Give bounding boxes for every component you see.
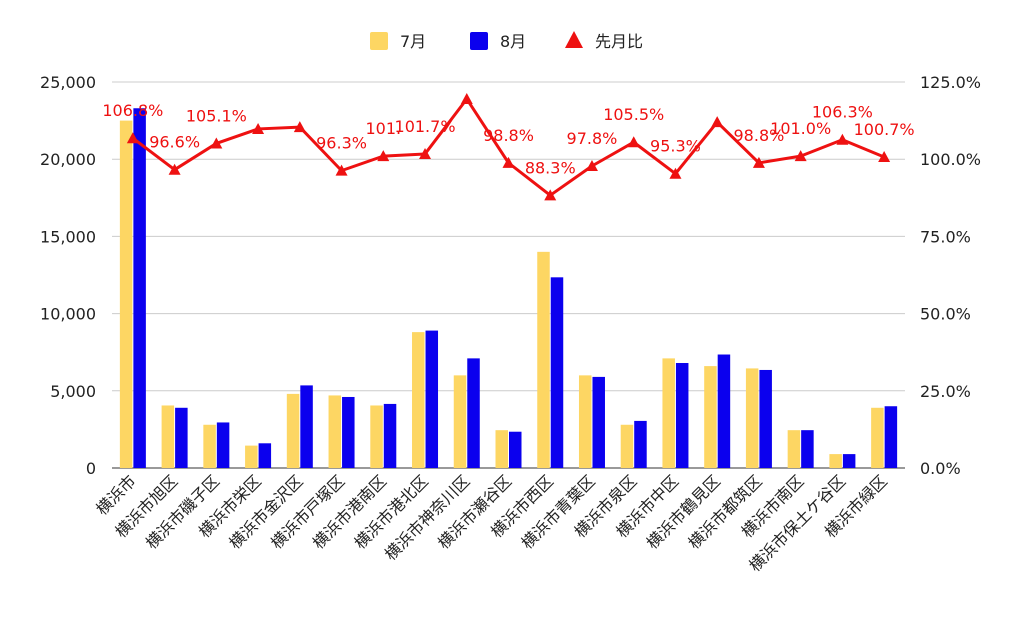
ratio-data-label: 106.3% bbox=[812, 103, 873, 122]
bar-august bbox=[175, 407, 188, 468]
bar-july bbox=[453, 375, 467, 468]
legend: 7月 8月 先月比 bbox=[370, 31, 643, 51]
ratio-data-label: 100.7% bbox=[854, 120, 915, 139]
bar-july bbox=[787, 430, 801, 468]
data-labels: 106.8% 96.6% 105.1% 96.3%101.101.7% 98.8% 88.… bbox=[102, 101, 914, 177]
ratio-point bbox=[252, 122, 265, 134]
bar-august bbox=[300, 385, 313, 468]
bar-july bbox=[537, 251, 550, 468]
bar-august bbox=[216, 422, 230, 468]
bar-august bbox=[634, 420, 647, 468]
y-right-tick-label: 0.0% bbox=[920, 459, 961, 478]
bar-august bbox=[425, 330, 439, 468]
ratio-data-label: 105.1% bbox=[186, 106, 247, 125]
y-left-tick-label: 0 bbox=[86, 459, 96, 478]
bar-august bbox=[884, 406, 898, 468]
ratio-data-label: 101.7% bbox=[395, 117, 456, 136]
y-left-tick-label: 5,000 bbox=[50, 382, 96, 401]
legend-july-swatch bbox=[370, 32, 388, 50]
bar-july bbox=[245, 445, 258, 468]
y-right-tick-label: 100.0% bbox=[920, 150, 981, 169]
bar-july bbox=[495, 430, 508, 468]
legend-july: 7月 bbox=[370, 32, 426, 51]
ratio-point bbox=[126, 132, 139, 144]
ratio-point bbox=[878, 151, 891, 163]
legend-august-label: 8月 bbox=[500, 32, 526, 51]
legend-ratio: 先月比 bbox=[565, 31, 643, 51]
bar-july bbox=[370, 405, 383, 468]
bar-july bbox=[578, 375, 592, 468]
bar-july bbox=[161, 405, 175, 468]
legend-august-swatch bbox=[470, 32, 488, 50]
bar-august bbox=[550, 277, 564, 468]
bar-august bbox=[342, 396, 355, 468]
bar-august bbox=[509, 431, 522, 468]
ratio-point bbox=[502, 156, 515, 168]
ratio-point bbox=[711, 116, 724, 128]
ratio-data-label: 88.3% bbox=[525, 158, 576, 177]
y-left-tick-label: 10,000 bbox=[40, 305, 96, 324]
ratio-data-label: 98.8% bbox=[483, 126, 534, 145]
bar-july bbox=[662, 358, 675, 468]
ratio-point bbox=[293, 121, 306, 133]
bar-august bbox=[675, 363, 689, 468]
bar-august bbox=[717, 354, 731, 468]
y-right-tick-label: 50.0% bbox=[920, 305, 971, 324]
bar-series bbox=[119, 108, 898, 469]
bar-august bbox=[592, 376, 605, 468]
bar-july bbox=[203, 424, 216, 468]
ratio-data-label: 96.6% bbox=[149, 133, 200, 152]
ratio-data-label: 95.3% bbox=[650, 137, 701, 156]
ratio-point bbox=[585, 159, 598, 171]
ratio-point bbox=[419, 147, 432, 159]
ratio-line-series bbox=[126, 92, 891, 201]
legend-august: 8月 bbox=[470, 32, 526, 51]
y-right-tick-label: 75.0% bbox=[920, 227, 971, 246]
bar-august bbox=[759, 369, 772, 468]
legend-ratio-label: 先月比 bbox=[595, 32, 643, 51]
ratio-data-label: 101. bbox=[365, 119, 401, 138]
legend-ratio-swatch bbox=[565, 31, 583, 48]
y-left-tick-label: 15,000 bbox=[40, 227, 96, 246]
ratio-point bbox=[669, 167, 682, 179]
ratio-data-label: 106.8% bbox=[102, 101, 163, 120]
bar-august bbox=[133, 108, 146, 469]
y-left-tick-label: 25,000 bbox=[40, 73, 96, 92]
bar-july bbox=[871, 407, 884, 468]
bar-july bbox=[119, 120, 133, 468]
ratio-point bbox=[168, 163, 181, 175]
bar-july bbox=[328, 395, 342, 468]
y-right-tick-label: 25.0% bbox=[920, 382, 971, 401]
ratio-point bbox=[335, 164, 348, 176]
bar-july bbox=[704, 366, 717, 468]
bar-july bbox=[412, 332, 425, 468]
ratio-point bbox=[794, 150, 807, 162]
ratio-point bbox=[377, 150, 390, 162]
ratio-point bbox=[460, 92, 473, 104]
bar-july bbox=[829, 454, 842, 468]
legend-july-label: 7月 bbox=[400, 32, 426, 51]
bar-august bbox=[258, 443, 272, 468]
ratio-data-label: 105.5% bbox=[603, 105, 664, 124]
bar-august bbox=[383, 403, 397, 468]
ratio-point bbox=[627, 136, 640, 148]
ratio-data-label: 98.8% bbox=[734, 126, 785, 145]
ratio-point bbox=[544, 189, 557, 201]
bar-august bbox=[467, 358, 480, 468]
ratio-point bbox=[752, 156, 765, 168]
bar-july bbox=[745, 368, 759, 468]
ratio-point bbox=[836, 133, 849, 145]
bar-july bbox=[620, 424, 634, 468]
y-left-tick-label: 20,000 bbox=[40, 150, 96, 169]
bar-august bbox=[842, 454, 856, 468]
y-right-tick-label: 125.0% bbox=[920, 73, 981, 92]
ratio-data-label: 101.0% bbox=[770, 119, 831, 138]
ratio-point bbox=[210, 137, 223, 149]
ratio-data-label: 97.8% bbox=[567, 129, 618, 148]
bar-july bbox=[286, 393, 300, 468]
bar-august bbox=[801, 430, 814, 468]
ratio-data-label: 96.3% bbox=[316, 134, 367, 153]
